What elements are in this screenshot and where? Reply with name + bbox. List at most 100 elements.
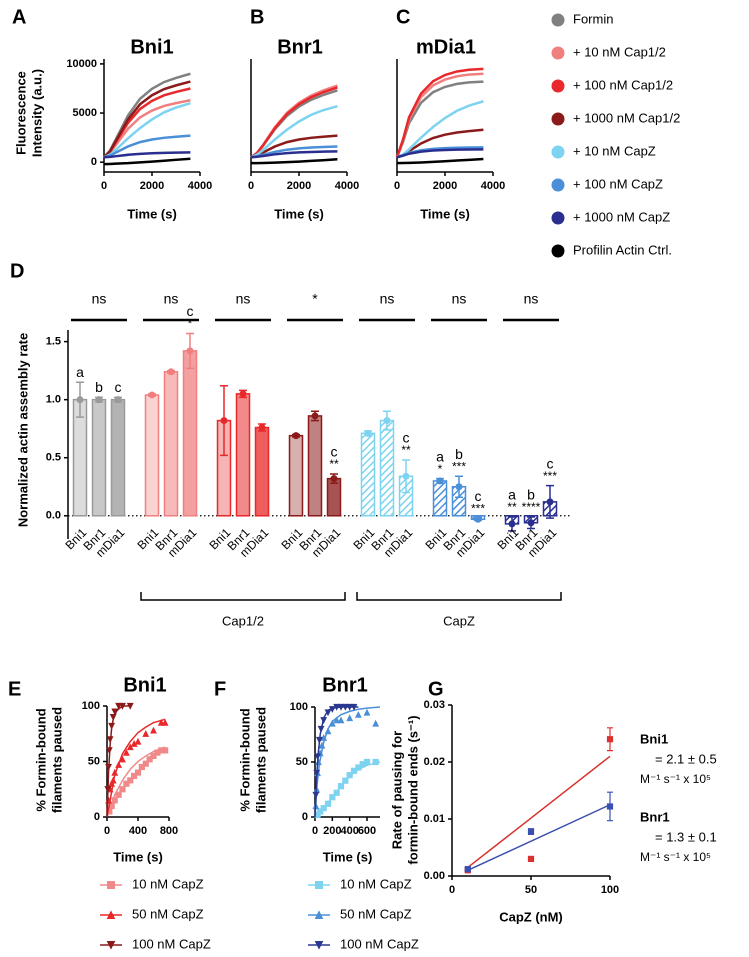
- data-point: [363, 708, 371, 716]
- y-axis-label: filaments paused: [253, 707, 268, 813]
- bar: [91, 398, 107, 517]
- y-tick-label: 1.5: [46, 336, 61, 348]
- letter: c: [475, 488, 482, 504]
- significance: *: [438, 462, 443, 476]
- bar-dot: [239, 390, 247, 398]
- data-point: [320, 805, 327, 812]
- legend-marker: [315, 881, 323, 889]
- significance: ***: [471, 501, 485, 515]
- data-point: [346, 714, 354, 722]
- panel-letter: B: [250, 6, 264, 28]
- data-point: [111, 797, 118, 804]
- bar: [235, 393, 251, 517]
- x-tick-label: 4000: [481, 180, 505, 192]
- panel-title: mDia1: [416, 36, 476, 58]
- significance: **: [329, 457, 339, 471]
- panel-title: Bni1: [130, 36, 173, 58]
- data-point: [109, 776, 117, 784]
- x-axis-label: Time (s): [274, 206, 324, 221]
- legend-label: 10 nM CapZ: [340, 876, 412, 891]
- bar-dot: [455, 483, 463, 491]
- x-tick-label: 0: [104, 825, 110, 837]
- x-tick-label: 400: [129, 825, 147, 837]
- group-test: *: [312, 291, 318, 307]
- data-point: [354, 710, 362, 718]
- data-line: [395, 67, 484, 158]
- legend-label: 100 nM CapZ: [340, 936, 419, 951]
- data-point: [146, 756, 153, 763]
- y-tick-label: 0.00: [424, 870, 445, 882]
- legend-label: 10 nM CapZ: [132, 876, 204, 891]
- y-tick-label: 0: [302, 811, 308, 823]
- data-point: [150, 752, 157, 760]
- data-point: [346, 703, 354, 711]
- data-point: [606, 803, 614, 810]
- annotation-units: M⁻¹ s⁻¹ x 10⁵: [640, 772, 711, 786]
- bar-dot: [383, 417, 391, 425]
- letter: c: [187, 303, 194, 319]
- data-line: [103, 134, 191, 159]
- legend-marker: [106, 941, 116, 950]
- fit-line: [314, 706, 381, 818]
- legend-marker: [551, 244, 565, 258]
- data-point: [346, 772, 353, 779]
- data-line: [103, 157, 191, 166]
- data-line: [103, 102, 191, 159]
- bar: [379, 419, 395, 517]
- data-point: [320, 717, 328, 724]
- panel-letter: G: [428, 678, 444, 700]
- bar-dot: [508, 520, 516, 528]
- legend-label: Formin: [573, 11, 613, 26]
- significance: ****: [522, 500, 541, 514]
- data-line: [250, 150, 338, 159]
- data-point: [108, 722, 116, 730]
- data-point: [355, 764, 362, 771]
- x-tick-label: 400: [340, 825, 358, 837]
- data-point: [150, 726, 157, 734]
- bar-dot: [76, 396, 84, 404]
- data-point: [320, 734, 328, 741]
- data-point: [464, 866, 471, 873]
- x-tick-label: 0: [312, 825, 318, 837]
- panel-title: Bni1: [123, 674, 166, 696]
- data-line: [251, 157, 338, 165]
- x-tick-label: 0: [394, 180, 400, 192]
- group-test: ns: [452, 291, 467, 307]
- bar: [360, 432, 376, 517]
- data-line: [250, 104, 338, 159]
- data-point: [134, 769, 142, 776]
- data-point: [527, 828, 535, 835]
- legend-label: + 10 nM Cap1/2: [573, 44, 666, 59]
- y-axis-label: formin-bound ends (s⁻¹): [405, 715, 420, 864]
- data-point: [314, 753, 322, 761]
- data-point: [329, 794, 336, 801]
- x-tick-label: 4000: [188, 180, 212, 192]
- y-tick-label: 0.0: [46, 510, 61, 522]
- y-tick-label: 100: [290, 701, 308, 713]
- bar-dot: [436, 477, 444, 485]
- data-point: [372, 758, 379, 766]
- data-line: [396, 148, 484, 159]
- y-tick-label: 0.03: [424, 699, 445, 711]
- group-test: ns: [380, 291, 395, 307]
- bracket-label: Cap1/2: [222, 613, 264, 628]
- x-tick-label: 0: [449, 884, 455, 896]
- bar: [254, 426, 270, 517]
- bar-dot: [292, 432, 300, 440]
- data-point: [318, 741, 326, 749]
- x-tick-label: 0: [248, 180, 254, 192]
- data-point: [350, 767, 358, 774]
- data-point: [606, 736, 614, 743]
- data-point: [337, 783, 345, 790]
- bar-dot: [311, 412, 319, 420]
- data-point: [317, 808, 324, 815]
- x-axis-label: CapZ (nM): [499, 909, 563, 924]
- x-tick-label: 2000: [287, 180, 311, 192]
- data-point: [123, 780, 130, 787]
- data-point: [161, 718, 169, 726]
- legend-marker: [107, 881, 115, 889]
- data-point: [328, 706, 336, 713]
- x-tick-label: 600: [358, 825, 376, 837]
- data-line: [250, 86, 338, 159]
- fit-line: [467, 804, 611, 871]
